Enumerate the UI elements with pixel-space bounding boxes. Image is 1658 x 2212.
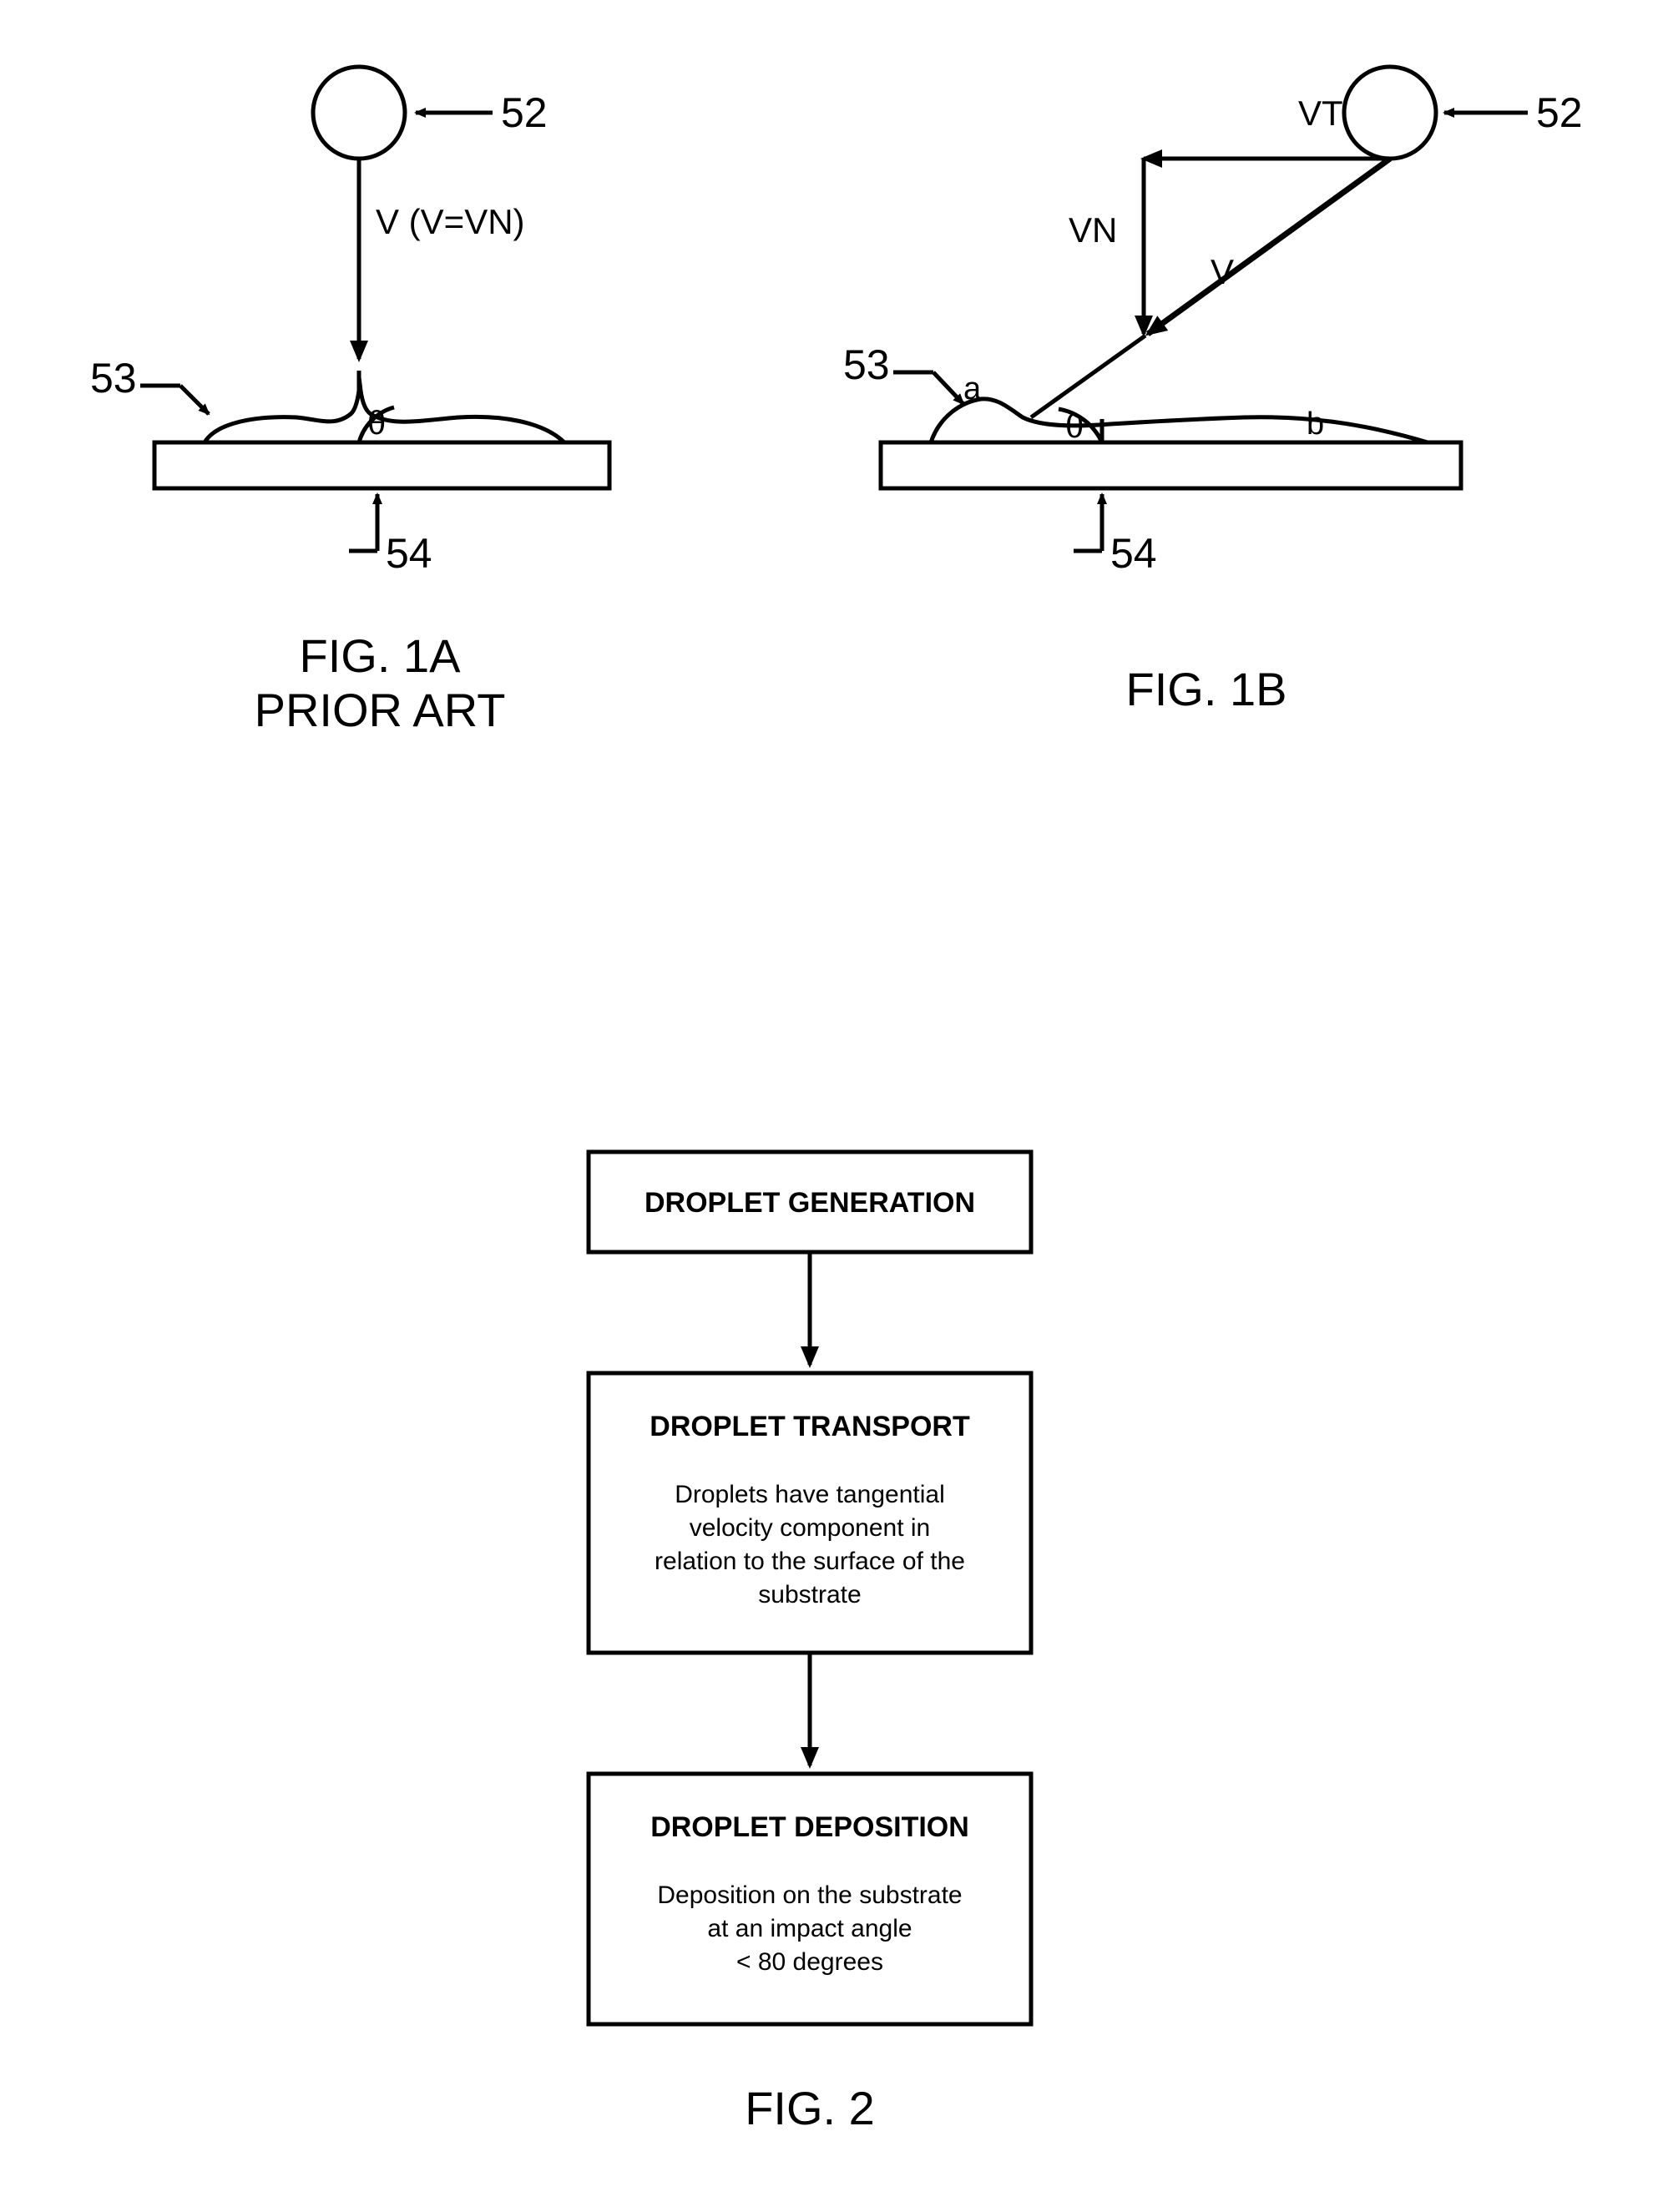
v-arrow [1148, 159, 1390, 334]
fig-2-title: FIG. 2 [745, 2082, 875, 2134]
fig-1a-title: FIG. 1A [300, 629, 462, 682]
flow-box-2-body-3: substrate [758, 1581, 861, 1608]
splat-icon [931, 399, 1428, 442]
callout-54-label: 54 [1110, 530, 1157, 577]
v-label: V [1211, 252, 1234, 291]
flow-box-2-body-2: relation to the surface of the [655, 1548, 965, 1575]
callout-53-label: 53 [90, 355, 137, 401]
flow-box-3-header: DROPLET DEPOSITION [650, 1811, 969, 1843]
vt-label: VT [1298, 93, 1343, 133]
fig-1a: 52 V (V=VN) θ 53 54 FIG. 1A PRIOR ART [90, 67, 609, 736]
flow-box-3-body-2: < 80 degrees [736, 1948, 883, 1976]
a-label: a [963, 371, 982, 407]
theta-label: θ [1065, 408, 1084, 445]
substrate [881, 442, 1461, 488]
flow-box-2-body-1: velocity component in [690, 1514, 931, 1542]
flow-box-2-body-0: Droplets have tangential [675, 1481, 945, 1508]
b-label: b [1307, 407, 1324, 442]
flow-box-2-header: DROPLET TRANSPORT [650, 1411, 970, 1442]
fig-2: DROPLET GENERATION DROPLET TRANSPORT Dro… [589, 1152, 1031, 2134]
callout-53-label: 53 [843, 341, 890, 388]
vn-label: VN [1069, 210, 1117, 250]
callout-53-arrow [180, 386, 209, 414]
callout-53-arrow [933, 372, 963, 404]
fig-1b-title: FIG. 1B [1126, 663, 1287, 715]
flow-box-3-body-0: Deposition on the substrate [657, 1881, 962, 1909]
flow-box-1-header: DROPLET GENERATION [644, 1187, 975, 1219]
callout-52-label: 52 [501, 89, 548, 136]
diagram-canvas: 52 V (V=VN) θ 53 54 FIG. 1A PRIOR ART 52 [0, 0, 1658, 2208]
theta-label: θ [367, 405, 386, 442]
substrate [154, 442, 609, 488]
droplet-icon [1344, 67, 1436, 159]
velocity-label: V (V=VN) [376, 202, 525, 241]
droplet-icon [313, 67, 405, 159]
fig-1a-subtitle: PRIOR ART [255, 684, 506, 736]
callout-52-label: 52 [1536, 89, 1583, 136]
v-extension [1031, 336, 1145, 417]
fig-1b: 52 VT VN V θ a b 53 54 FIG. 1B [843, 67, 1583, 715]
flow-box-3-body-1: at an impact angle [707, 1915, 912, 1942]
callout-54-label: 54 [386, 530, 432, 577]
